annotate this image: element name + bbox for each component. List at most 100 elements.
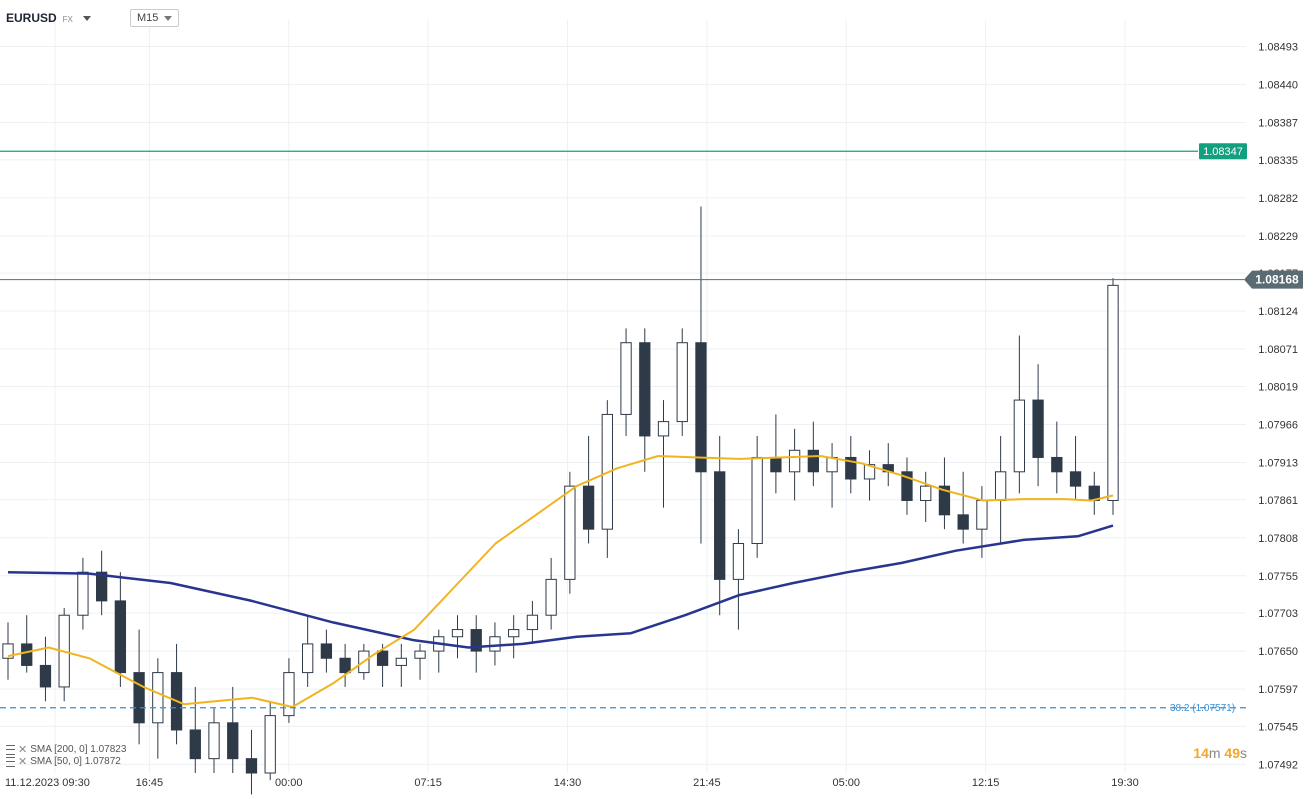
symbol-name[interactable]: EURUSD <box>6 11 57 25</box>
close-icon[interactable]: ✕ <box>18 744 28 756</box>
candle-body <box>582 485 595 530</box>
x-tick-label: 14:30 <box>554 777 582 789</box>
symbol-type: FX <box>62 15 73 24</box>
indicator-label: SMA [200, 0] 1.07823 <box>30 744 127 755</box>
y-tick-label: 1.07808 <box>1258 533 1298 545</box>
countdown-seconds-unit: s <box>1240 745 1247 761</box>
candle-body <box>788 449 801 473</box>
candle-body <box>114 600 127 674</box>
y-tick-label: 1.08124 <box>1258 306 1298 318</box>
candle-body <box>957 514 969 530</box>
candle-body <box>863 464 876 480</box>
indicator-label: SMA [50, 0] 1.07872 <box>30 756 121 767</box>
candle-body <box>639 342 651 437</box>
candle-body <box>39 664 52 688</box>
candle-body <box>2 643 14 659</box>
timeframe-select[interactable]: M15 <box>130 9 180 27</box>
resistance-price-label: 1.08347 <box>1203 146 1243 158</box>
candle-body <box>732 543 745 580</box>
candle-body <box>376 650 389 666</box>
candle-body <box>714 471 726 580</box>
y-tick-label: 1.07913 <box>1258 457 1298 469</box>
y-tick-label: 1.08282 <box>1258 193 1298 205</box>
countdown-minutes: 14 <box>1193 745 1209 761</box>
candle-body <box>133 672 145 724</box>
x-tick-label: 00:00 <box>275 777 303 789</box>
current-price-tag <box>1244 270 1303 289</box>
y-tick-label: 1.08335 <box>1258 155 1298 167</box>
candle-body <box>695 342 707 473</box>
candle-body <box>564 485 576 580</box>
candle-body <box>1051 456 1063 473</box>
sma50-line <box>7 455 1114 708</box>
chevron-down-icon <box>164 15 173 21</box>
y-tick-label: 1.07703 <box>1258 608 1298 620</box>
candle-body <box>1032 399 1044 458</box>
candle-body <box>920 485 932 501</box>
candle-body <box>751 456 763 545</box>
candle-body <box>320 643 333 659</box>
y-tick-label: 1.07650 <box>1258 646 1298 658</box>
candle-body <box>1069 471 1082 487</box>
indicator-sma200[interactable]: ✕ SMA [200, 0] 1.07823 <box>6 744 126 756</box>
candle-body <box>339 657 351 674</box>
y-tick-label: 1.08493 <box>1258 42 1298 54</box>
y-tick-label: 1.07755 <box>1258 571 1298 583</box>
x-tick-label: 05:00 <box>832 777 860 789</box>
y-tick-label: 1.07861 <box>1258 495 1298 507</box>
candle-body <box>395 657 407 666</box>
candle-body <box>302 643 314 674</box>
candle-body <box>770 456 782 473</box>
list-icon[interactable] <box>6 757 15 767</box>
y-tick-label: 1.07545 <box>1258 721 1298 733</box>
candle-body <box>1107 284 1119 501</box>
candle-body <box>620 342 632 415</box>
resistance-tag <box>1199 143 1247 160</box>
y-tick-label: 1.07492 <box>1258 759 1298 771</box>
symbol-header: EURUSD FX <box>6 8 95 28</box>
candle-body <box>489 636 501 652</box>
candle-body <box>1013 399 1026 473</box>
candle-body <box>526 614 539 631</box>
y-tick-label: 1.07966 <box>1258 419 1298 431</box>
timeframe-value: M15 <box>137 12 159 24</box>
candle-body <box>508 629 520 638</box>
sma200-line <box>7 524 1114 649</box>
candle-body <box>657 421 670 437</box>
y-tick-label: 1.08440 <box>1258 80 1298 92</box>
countdown-minutes-unit: m <box>1208 745 1221 761</box>
symbol-dropdown-icon[interactable] <box>82 15 91 21</box>
candle-body <box>283 672 295 717</box>
candle-body <box>901 471 913 501</box>
fib-level-label: 38.2 (1.07571) <box>1170 703 1236 714</box>
candle-body <box>470 629 482 652</box>
candle-body <box>976 499 988 530</box>
y-tick-label: 1.08229 <box>1258 231 1298 243</box>
candle-body <box>938 485 951 516</box>
candle-body <box>95 571 108 602</box>
x-tick-label: 11.12.2023 09:30 <box>5 777 90 789</box>
y-tick-label: 1.08019 <box>1258 381 1298 393</box>
candle-body <box>676 342 688 423</box>
indicator-legend: ✕ SMA [200, 0] 1.07823 ✕ SMA [50, 0] 1.0… <box>6 744 126 768</box>
candle-body <box>451 629 464 638</box>
candle-body <box>227 722 239 760</box>
list-icon[interactable] <box>6 745 15 755</box>
y-tick-label: 1.08071 <box>1258 344 1298 356</box>
candle-body <box>77 571 89 616</box>
x-tick-label: 19:30 <box>1111 777 1139 789</box>
candle-body <box>994 471 1007 501</box>
candle-body <box>189 729 201 760</box>
current-price-label: 1.08168 <box>1255 273 1299 287</box>
x-tick-label: 21:45 <box>693 777 721 789</box>
indicator-sma50[interactable]: ✕ SMA [50, 0] 1.07872 <box>6 756 126 768</box>
close-icon[interactable]: ✕ <box>18 756 28 768</box>
x-tick-label: 16:45 <box>136 777 164 789</box>
candle-body <box>545 578 557 616</box>
countdown-seconds: 49 <box>1224 745 1240 761</box>
candle-body <box>245 758 258 774</box>
candle-body <box>152 672 164 724</box>
candle-body <box>845 456 857 480</box>
y-tick-label: 1.08387 <box>1258 118 1298 130</box>
